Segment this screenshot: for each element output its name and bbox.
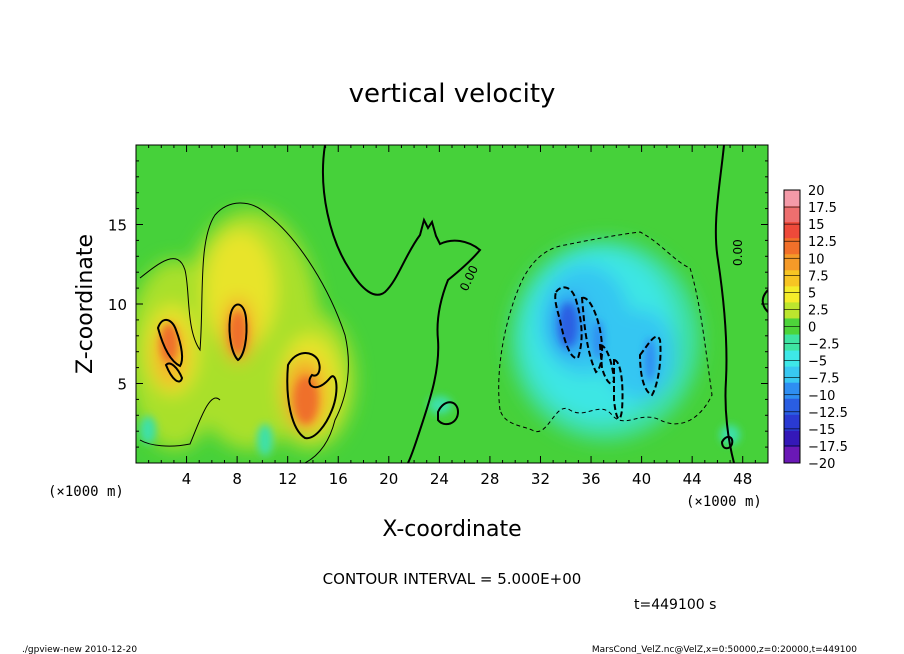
x-tick-label: 32 bbox=[531, 470, 550, 488]
colorbar-swatch bbox=[784, 190, 800, 207]
colorbar-swatch bbox=[784, 254, 800, 271]
time-label: t=449100 s bbox=[634, 597, 716, 613]
colorbar-swatch bbox=[784, 366, 800, 384]
colorbar-label: 0 bbox=[808, 321, 816, 336]
x-unit-label-right: (×1000 m) bbox=[686, 494, 762, 510]
colorbar-label: 10 bbox=[808, 252, 825, 267]
colorbar-swatch bbox=[784, 206, 800, 223]
y-tick-label: 5 bbox=[117, 376, 127, 394]
y-axis-title: Z-coordinate bbox=[73, 234, 98, 374]
colorbar-label: −17.5 bbox=[808, 440, 848, 455]
chart-title: vertical velocity bbox=[349, 79, 556, 109]
heatmap-field bbox=[136, 145, 768, 463]
y-tick-label: 15 bbox=[108, 217, 127, 235]
x-tick-label: 44 bbox=[683, 470, 702, 488]
contour-label-2: 0.00 bbox=[731, 239, 745, 266]
colorbar: 20 17.5 15 12.5 10 7.5 5 2.5 0 −2.5 −5 −7.5 −10 −12.5… bbox=[783, 184, 848, 472]
contour-negative-core-4 bbox=[613, 358, 624, 420]
colorbar-swatch bbox=[784, 446, 800, 464]
colorbar-swatch bbox=[784, 270, 800, 287]
contour-positive-core-1 bbox=[156, 319, 184, 368]
x-axis-title: X-coordinate bbox=[382, 517, 521, 542]
colorbar-label: −20 bbox=[808, 457, 835, 472]
colorbar-label: 12.5 bbox=[808, 235, 837, 250]
x-tick-label: 36 bbox=[581, 470, 600, 488]
colorbar-swatch bbox=[784, 302, 800, 319]
colorbar-swatch bbox=[784, 414, 800, 432]
colorbar-swatch bbox=[784, 286, 800, 303]
zero-contour-main bbox=[322, 145, 482, 463]
contour-negative-core-5 bbox=[638, 335, 662, 397]
y-tick-label: 10 bbox=[108, 296, 127, 314]
colorbar-swatch bbox=[784, 222, 800, 239]
y-axis: 5 10 15 bbox=[108, 160, 768, 448]
colorbar-swatch bbox=[784, 334, 800, 352]
zero-contour-blob-2 bbox=[720, 436, 734, 450]
colorbar-swatch bbox=[784, 238, 800, 255]
x-tick-label: 12 bbox=[278, 470, 297, 488]
contour-positive-core-2 bbox=[228, 303, 248, 362]
x-tick-label: 20 bbox=[379, 470, 398, 488]
x-tick-label: 48 bbox=[733, 470, 752, 488]
contour-lines bbox=[139, 145, 768, 463]
colorbar-swatch bbox=[784, 382, 800, 400]
contour-positive-outer bbox=[139, 202, 349, 463]
footer-right: MarsCond_VelZ.nc@VelZ,x=0:50000,z=0:2000… bbox=[592, 645, 857, 654]
contour-positive-core-3 bbox=[286, 352, 338, 440]
x-tick-label: 28 bbox=[480, 470, 499, 488]
zero-contour-right bbox=[714, 145, 735, 463]
colorbar-label: −2.5 bbox=[808, 338, 840, 353]
colorbar-label: 17.5 bbox=[808, 201, 837, 216]
colorbar-label: 5 bbox=[808, 286, 816, 301]
colorbar-swatch bbox=[784, 430, 800, 448]
colorbar-label: −15 bbox=[808, 423, 835, 438]
x-tick-label: 4 bbox=[182, 470, 192, 488]
footer-left: ./gpview-new 2010-12-20 bbox=[22, 645, 137, 654]
x-axis: 4 8 12 16 20 24 28 32 36 40 44 48 bbox=[148, 145, 756, 488]
colorbar-swatch bbox=[784, 398, 800, 416]
colorbar-label: −5 bbox=[808, 355, 827, 370]
x-tick-label: 8 bbox=[232, 470, 242, 488]
colorbar-label: −12.5 bbox=[808, 406, 848, 421]
zero-contour-blob bbox=[437, 401, 460, 426]
colorbar-label: 20 bbox=[808, 184, 825, 199]
colorbar-label: −10 bbox=[808, 389, 835, 404]
colorbar-label: 7.5 bbox=[808, 269, 829, 284]
colorbar-label: −7.5 bbox=[808, 372, 840, 387]
contour-negative-outer bbox=[498, 231, 713, 433]
x-tick-label: 40 bbox=[632, 470, 651, 488]
zero-contour-edge bbox=[761, 289, 768, 313]
contour-negative-core-2 bbox=[580, 296, 604, 374]
x-unit-label-left: (×1000 m) bbox=[48, 484, 124, 500]
colorbar-swatch bbox=[784, 350, 800, 368]
colorbar-label: 2.5 bbox=[808, 303, 829, 318]
x-tick-label: 16 bbox=[329, 470, 348, 488]
colorbar-label: 15 bbox=[808, 218, 825, 233]
contour-positive-core-1b bbox=[164, 362, 184, 383]
x-tick-label: 24 bbox=[430, 470, 449, 488]
contour-interval-label: CONTOUR INTERVAL = 5.000E+00 bbox=[323, 570, 582, 588]
